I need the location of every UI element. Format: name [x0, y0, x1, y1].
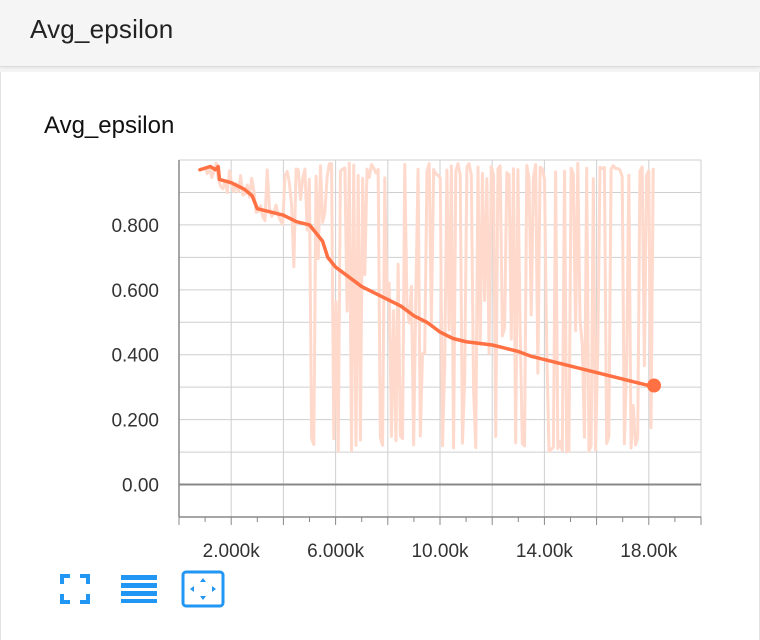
- fit-to-data-icon: [181, 570, 225, 608]
- y-tick-label: 0.00: [122, 476, 159, 497]
- expand-chart-button[interactable]: [53, 570, 97, 608]
- chart-card: Avg_epsilon 2.000k 6.000k 10.00k 14.00k 18.0…: [0, 72, 760, 640]
- x-tick-label: 2.000k: [203, 541, 261, 562]
- section-title: Avg_epsilon: [30, 14, 174, 44]
- x-tick-label: 10.00k: [411, 541, 469, 562]
- x-tick-label: 14.00k: [516, 541, 574, 562]
- lines-icon: [121, 575, 157, 603]
- chart-title: Avg_epsilon: [44, 112, 175, 139]
- series-end-point: [647, 378, 662, 393]
- smoothed-series-line: [198, 164, 656, 388]
- fit-domain-button[interactable]: [181, 570, 225, 608]
- y-tick-label: 0.600: [111, 281, 159, 302]
- x-tick-label: 6.000k: [307, 541, 365, 562]
- section-header: Avg_epsilon: [0, 0, 760, 67]
- raw-series-line: [203, 161, 655, 454]
- y-tick-label: 0.800: [111, 216, 159, 237]
- toggle-log-scale-button[interactable]: [117, 570, 161, 608]
- fullscreen-icon: [60, 574, 90, 604]
- y-tick-label: 0.200: [111, 411, 159, 432]
- line-chart[interactable]: 2.000k 6.000k 10.00k 14.00k 18.00k 0.00 0.200 0…: [1, 72, 759, 572]
- y-tick-label: 0.400: [111, 346, 159, 367]
- x-tick-label: 18.00k: [620, 541, 678, 562]
